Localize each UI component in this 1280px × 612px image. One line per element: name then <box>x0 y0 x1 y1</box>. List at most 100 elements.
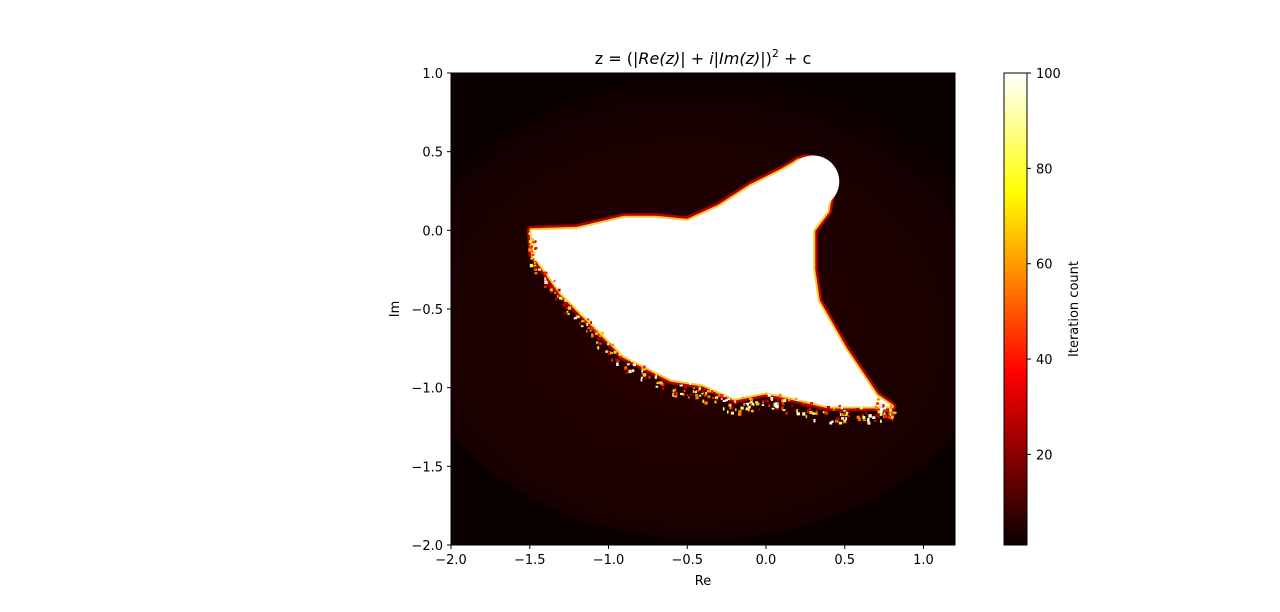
boundary-speckle <box>762 401 765 404</box>
x-tick-label: 0.0 <box>756 553 777 568</box>
boundary-speckle <box>860 405 863 409</box>
boundary-speckle <box>774 402 778 405</box>
boundary-speckle <box>882 404 885 407</box>
boundary-speckle <box>738 412 742 416</box>
boundary-speckle <box>641 370 644 373</box>
boundary-speckle <box>699 394 702 397</box>
boundary-speckle <box>701 392 704 395</box>
boundary-speckle <box>562 303 566 307</box>
boundary-speckle <box>879 413 883 416</box>
boundary-speckles <box>528 232 897 425</box>
boundary-speckle <box>619 355 622 358</box>
plot-area <box>450 72 956 546</box>
colorbar-tick-label: 40 <box>1036 353 1053 368</box>
boundary-speckle <box>770 396 774 401</box>
boundary-speckle <box>862 419 866 422</box>
boundary-speckle <box>697 390 699 393</box>
boundary-speckle <box>750 404 752 407</box>
boundary-speckle <box>783 399 787 402</box>
boundary-speckle <box>714 396 719 400</box>
boundary-speckle <box>528 240 531 243</box>
boundary-speckle <box>672 389 675 393</box>
boundary-speckle <box>745 402 750 405</box>
boundary-speckle <box>802 412 806 416</box>
boundary-speckle <box>605 350 608 353</box>
boundary-speckle <box>530 257 534 260</box>
boundary-speckle <box>570 305 573 307</box>
colorbar-tick-label: 60 <box>1036 258 1053 273</box>
boundary-speckle <box>598 342 601 346</box>
boundary-speckle <box>771 407 775 410</box>
boundary-speckle <box>528 248 531 252</box>
boundary-speckle <box>781 399 783 403</box>
boundary-speckle <box>866 421 870 424</box>
x-axis: −2.0 −1.5 −1.0 −0.5 0.0 0.5 1.0 <box>435 545 934 568</box>
colorbar-gradient <box>1003 72 1028 546</box>
boundary-speckle <box>880 419 882 423</box>
boundary-speckle <box>687 396 690 399</box>
boundary-speckle <box>876 398 880 401</box>
boundary-speckle <box>674 394 678 398</box>
boundary-speckle <box>844 413 848 416</box>
boundary-speckle <box>843 420 847 424</box>
x-axis-label: Re <box>695 574 711 589</box>
boundary-speckle <box>702 389 705 394</box>
boundary-speckle <box>564 299 568 302</box>
boundary-speckle <box>796 412 800 416</box>
boundary-speckle <box>534 272 538 275</box>
boundary-speckle <box>532 239 536 243</box>
boundary-speckle <box>843 418 847 422</box>
boundary-speckle <box>891 411 894 414</box>
boundary-speckle <box>532 252 536 255</box>
boundary-speckle <box>843 411 846 415</box>
boundary-speckle <box>887 410 891 413</box>
boundary-speckle <box>544 275 547 278</box>
boundary-speckle <box>875 399 879 402</box>
y-tick-label: 0.0 <box>422 224 443 239</box>
boundary-speckle <box>718 394 720 397</box>
boundary-speckle <box>890 415 894 419</box>
boundary-speckle <box>626 371 628 375</box>
boundary-speckle <box>883 409 886 413</box>
boundary-speckle <box>531 253 535 258</box>
boundary-speckle <box>712 396 714 400</box>
boundary-speckle <box>843 417 848 421</box>
boundary-speckle <box>846 411 849 414</box>
boundary-speckle <box>720 398 723 400</box>
boundary-speckle <box>722 407 725 411</box>
boundary-speckle <box>881 407 884 412</box>
boundary-speckle <box>889 405 893 408</box>
title-prefix: z = ( <box>595 49 633 68</box>
boundary-speckle <box>606 350 609 353</box>
boundary-speckle <box>611 343 615 346</box>
boundary-speckle <box>588 320 591 323</box>
boundary-speckle <box>883 407 887 410</box>
boundary-speckle <box>674 388 677 392</box>
boundary-speckle <box>856 408 859 412</box>
boundary-speckle <box>883 414 888 418</box>
boundary-speckle <box>778 393 782 397</box>
boundary-speckle <box>729 406 732 410</box>
boundary-speckle <box>689 393 693 396</box>
y-tick-label: −0.5 <box>411 303 443 318</box>
boundary-speckle <box>879 410 883 413</box>
boundary-speckle <box>695 393 699 396</box>
boundary-speckle <box>858 417 861 422</box>
boundary-speckle <box>628 369 632 374</box>
boundary-speckle <box>809 410 813 415</box>
boundary-speckle <box>557 288 561 292</box>
boundary-speckle <box>607 342 610 346</box>
boundary-speckle <box>530 245 534 249</box>
boundary-speckle <box>796 411 799 414</box>
boundary-speckle <box>544 280 548 285</box>
boundary-speckle <box>796 409 799 412</box>
boundary-speckle <box>791 404 794 408</box>
boundary-speckle <box>839 413 842 417</box>
boundary-speckle <box>618 353 622 356</box>
boundary-speckle <box>553 291 556 294</box>
boundary-speckle <box>824 411 828 415</box>
boundary-speckle <box>531 255 533 258</box>
boundary-speckle <box>748 402 751 404</box>
boundary-speckle <box>808 407 811 410</box>
